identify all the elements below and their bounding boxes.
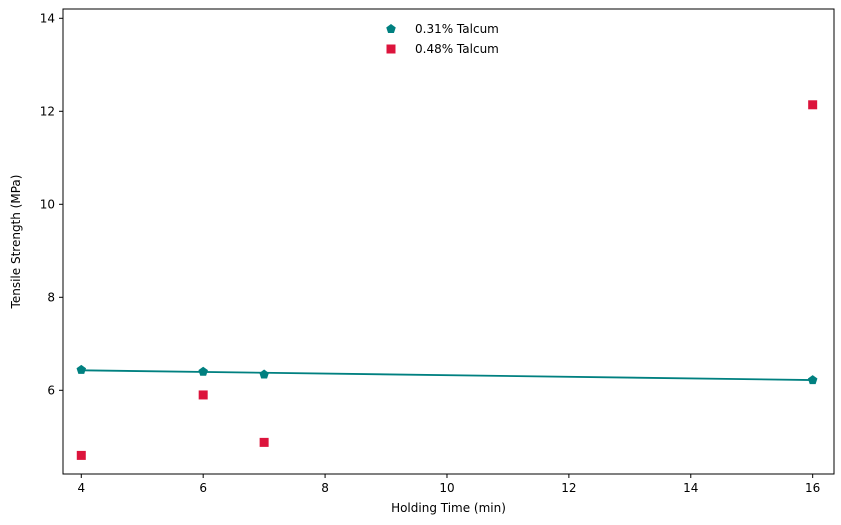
series-2 — [76, 100, 818, 460]
legend-marker — [386, 44, 396, 54]
x-axis: 4 6 8 10 12 14 16 — [77, 474, 820, 495]
legend: 0.31% Talcum 0.48% Talcum — [386, 22, 499, 56]
x-tick-label: 12 — [561, 481, 576, 495]
y-tick-label: 10 — [40, 197, 55, 211]
legend-label: 0.48% Talcum — [415, 42, 499, 56]
plot-frame — [62, 8, 835, 475]
y-tick-label: 6 — [47, 383, 55, 397]
x-tick-label: 14 — [683, 481, 698, 495]
plot-area — [76, 100, 818, 460]
x-tick-label: 10 — [439, 481, 454, 495]
y-axis: 6 8 10 12 14 — [40, 11, 63, 397]
series-1 — [76, 364, 818, 385]
data-point — [76, 364, 87, 374]
y-tick-label: 12 — [40, 104, 55, 118]
legend-marker — [386, 24, 396, 34]
trendline — [81, 369, 813, 381]
y-tick-label: 8 — [47, 290, 55, 304]
data-point — [76, 450, 86, 460]
data-point — [259, 437, 269, 447]
y-axis-label: Tensile Strength (MPa) — [9, 175, 23, 310]
data-point — [198, 390, 208, 400]
y-tick-label: 14 — [40, 11, 55, 25]
x-tick-label: 6 — [199, 481, 207, 495]
data-point — [807, 375, 818, 385]
data-point — [198, 366, 208, 376]
data-point — [808, 100, 818, 110]
data-point — [259, 369, 269, 379]
x-tick-label: 4 — [77, 481, 85, 495]
legend-label: 0.31% Talcum — [415, 22, 499, 36]
x-tick-label: 8 — [321, 481, 329, 495]
x-axis-label: Holding Time (min) — [391, 501, 506, 515]
x-tick-label: 16 — [805, 481, 820, 495]
